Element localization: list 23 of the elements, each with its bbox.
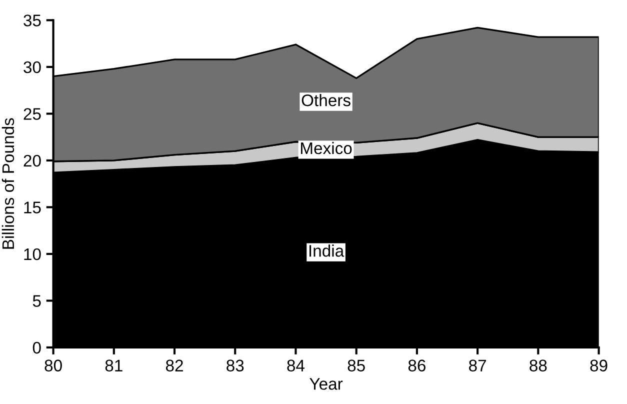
y-tick-label: 15: [24, 202, 41, 214]
y-tick-label: 10: [24, 248, 41, 260]
x-tick-label: 82: [166, 360, 183, 372]
y-tick-label: 25: [24, 108, 41, 120]
x-tick-label: 88: [530, 360, 547, 372]
x-tick-label: 85: [348, 360, 365, 372]
series-label: Others: [302, 94, 350, 106]
y-tick-label: 20: [24, 154, 41, 167]
series-label: India: [310, 244, 344, 257]
x-tick-label: 80: [44, 360, 62, 372]
x-tick-label: 83: [226, 360, 244, 372]
x-axis-title: Year: [310, 378, 343, 390]
x-tick-label: 81: [105, 360, 122, 372]
y-axis-title: Billions of Pounds: [2, 118, 14, 249]
x-tick-label: 86: [408, 360, 426, 372]
x-tick-label: 89: [590, 360, 608, 372]
y-tick-label: 5: [32, 295, 41, 307]
y-tick-label: 30: [24, 61, 41, 74]
x-tick-label: 87: [469, 360, 486, 372]
series-label: Mexico: [301, 142, 352, 154]
y-tick-label: 0: [32, 342, 41, 354]
y-tick-label: 35: [24, 14, 41, 26]
x-tick-label: 84: [287, 360, 305, 372]
